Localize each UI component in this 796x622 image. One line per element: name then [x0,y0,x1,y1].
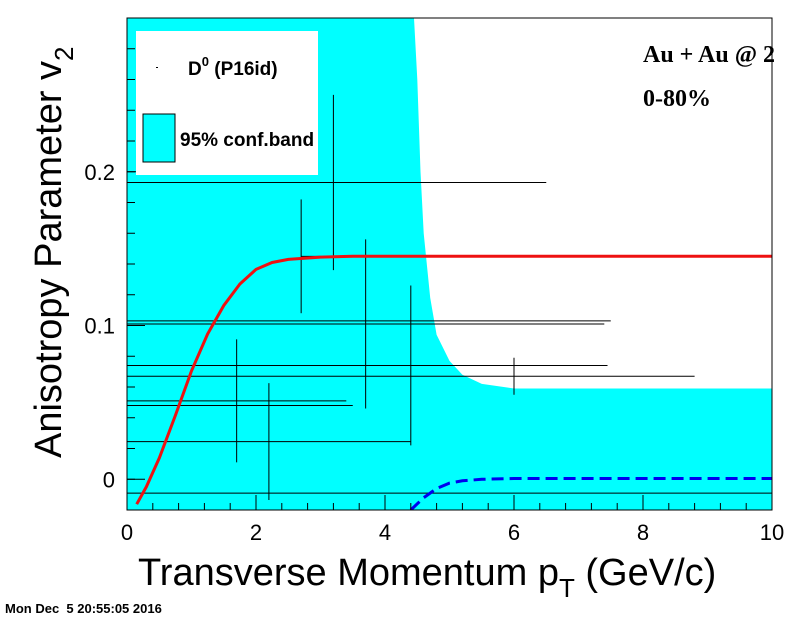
y-tick-label: 0 [103,467,115,492]
legend-label-d0-superscript: 0 [202,54,209,69]
legend-label-d0: D0 (P16id) [188,54,278,80]
data-point [127,285,608,446]
x-tick-label: 8 [637,520,649,545]
data-point [127,94,547,271]
legend-label-band: 95% conf.band [180,130,314,151]
x-tick-label: 2 [250,520,262,545]
x-axis-title-subscript: T [559,573,575,603]
data-point [127,357,695,395]
y-tick-label: 0.1 [84,314,115,339]
y-axis: 0 0.1 0.2 [84,17,145,511]
y-axis-title: Anisotropy Parameter v2 [28,46,79,458]
x-axis: 0 2 4 6 8 10 [121,495,784,545]
legend: D0 (P16id) 95% conf.band [136,31,318,175]
background-fit-curve [409,477,772,510]
x-tick-label: 4 [379,520,391,545]
annotation-collision: Au + Au @ 2 [643,42,775,68]
data-point [127,239,605,409]
timestamp: Mon Dec 5 20:55:05 2016 [5,601,162,616]
x-tick-label: 10 [760,520,784,545]
y-tick-label: 0.2 [84,160,115,185]
legend-marker-d0 [156,67,158,68]
y-axis-title-subscript: 2 [49,46,79,60]
x-tick-label: 0 [121,520,133,545]
data-point [127,383,411,501]
fit-curve [135,254,772,505]
x-axis-title: Transverse Momentum pT (GeV/c) [138,552,716,603]
annotation-centrality: 0-80% [643,86,711,112]
legend-marker-band [142,113,176,163]
x-tick-label: 6 [508,520,520,545]
